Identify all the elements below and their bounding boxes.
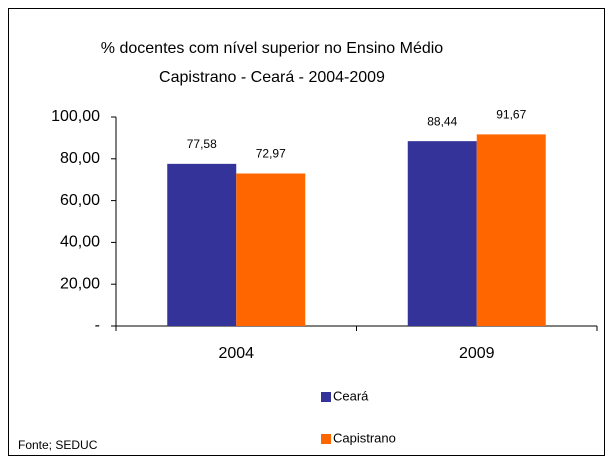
bar [407, 141, 477, 326]
legend-swatch [321, 392, 331, 402]
y-tick-label: 100,00 [51, 108, 100, 125]
x-tick-label: 2004 [218, 345, 254, 362]
bar [167, 163, 237, 326]
legend-swatch [321, 434, 331, 444]
bar [476, 134, 546, 326]
y-tick-label: 80,00 [60, 150, 100, 167]
y-tick-label: 60,00 [60, 192, 100, 209]
bar [236, 173, 306, 326]
y-tick-label: - [95, 317, 100, 334]
data-label: 77,58 [187, 137, 217, 151]
x-tick-label: 2009 [459, 345, 495, 362]
chart-subtitle: Capistrano - Ceará - 2004-2009 [159, 69, 385, 86]
y-tick-label: 40,00 [60, 234, 100, 251]
y-tick-label: 20,00 [60, 275, 100, 292]
chart-title: % docentes com nível superior no Ensino … [101, 40, 444, 57]
legend-label: Capistrano [333, 430, 396, 445]
data-label: 91,67 [496, 108, 526, 122]
legend-label: Ceará [333, 388, 369, 403]
data-label: 72,97 [256, 147, 286, 161]
source-note: Fonte; SEDUC [18, 438, 98, 452]
data-label: 88,44 [427, 114, 457, 128]
